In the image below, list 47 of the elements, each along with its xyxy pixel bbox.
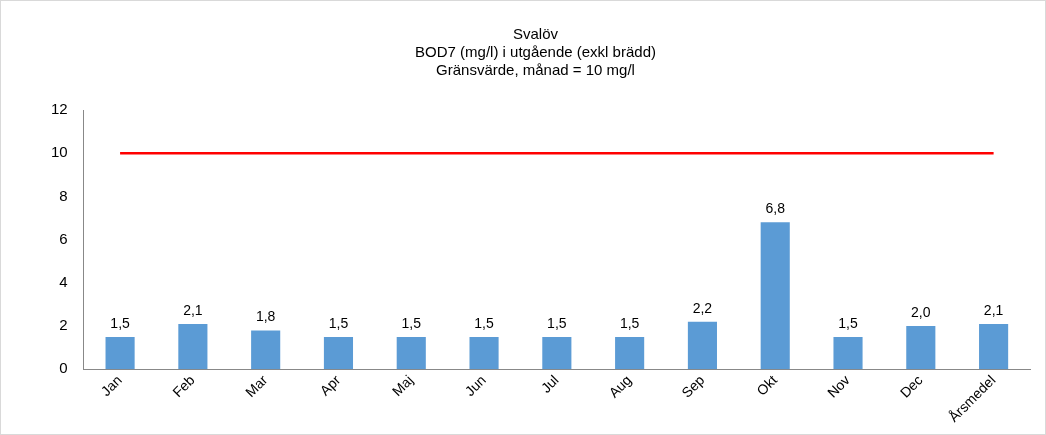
bar bbox=[178, 323, 208, 370]
y-tick-label: 0 bbox=[59, 359, 68, 377]
x-tick-label: Okt bbox=[753, 371, 781, 399]
data-label: 1,5 bbox=[328, 314, 349, 331]
x-tick-label: Apr bbox=[316, 371, 344, 399]
data-label: 1,5 bbox=[838, 314, 858, 331]
bar bbox=[251, 330, 281, 370]
bar bbox=[396, 336, 426, 370]
y-tick-label: 12 bbox=[51, 100, 68, 118]
data-label: 1,5 bbox=[619, 314, 640, 331]
bar bbox=[906, 326, 936, 370]
bar bbox=[979, 323, 1009, 370]
x-tick-label: Maj bbox=[388, 371, 417, 400]
y-tick-label: 8 bbox=[59, 186, 68, 204]
y-tick-label: 2 bbox=[59, 316, 68, 334]
data-label: 2,0 bbox=[911, 303, 931, 320]
data-label: 2,1 bbox=[983, 301, 1004, 318]
bar bbox=[760, 222, 790, 370]
x-tick-label: Jun bbox=[461, 371, 489, 400]
bar bbox=[615, 336, 645, 370]
x-tick-label: Feb bbox=[169, 371, 198, 401]
chart-title: Svalöv bbox=[512, 25, 559, 43]
bar bbox=[105, 336, 135, 370]
data-label: 2,1 bbox=[183, 301, 203, 318]
data-label: 1,5 bbox=[401, 314, 422, 331]
data-label: 6,8 bbox=[765, 200, 786, 217]
x-tick-label: Jan bbox=[97, 371, 125, 400]
y-tick-label: 6 bbox=[59, 229, 68, 247]
bar bbox=[469, 336, 499, 370]
bar bbox=[833, 336, 863, 370]
x-tick-label: Aug bbox=[605, 371, 635, 401]
chart-subtitle: BOD7 (mg/l) i utgående (exkl brädd) Gränsvärde, månad = 10 mg/l bbox=[415, 43, 656, 79]
data-label: 1,5 bbox=[547, 314, 567, 331]
data-label: 1,8 bbox=[255, 308, 276, 325]
data-label: 2,2 bbox=[692, 299, 713, 316]
x-tick-label: Sep bbox=[678, 371, 708, 401]
data-label: 1,5 bbox=[110, 314, 131, 331]
bar bbox=[687, 321, 717, 370]
x-tick-label: Mar bbox=[242, 371, 271, 401]
data-label: 1,5 bbox=[474, 314, 494, 331]
x-tick-label: Nov bbox=[823, 371, 853, 401]
bar bbox=[323, 336, 354, 370]
x-tick-label: Jul bbox=[537, 371, 562, 396]
bar bbox=[542, 336, 572, 370]
y-tick-label: 10 bbox=[51, 143, 68, 161]
x-tick-label: Dec bbox=[896, 371, 926, 401]
y-tick-label: 4 bbox=[59, 273, 68, 291]
